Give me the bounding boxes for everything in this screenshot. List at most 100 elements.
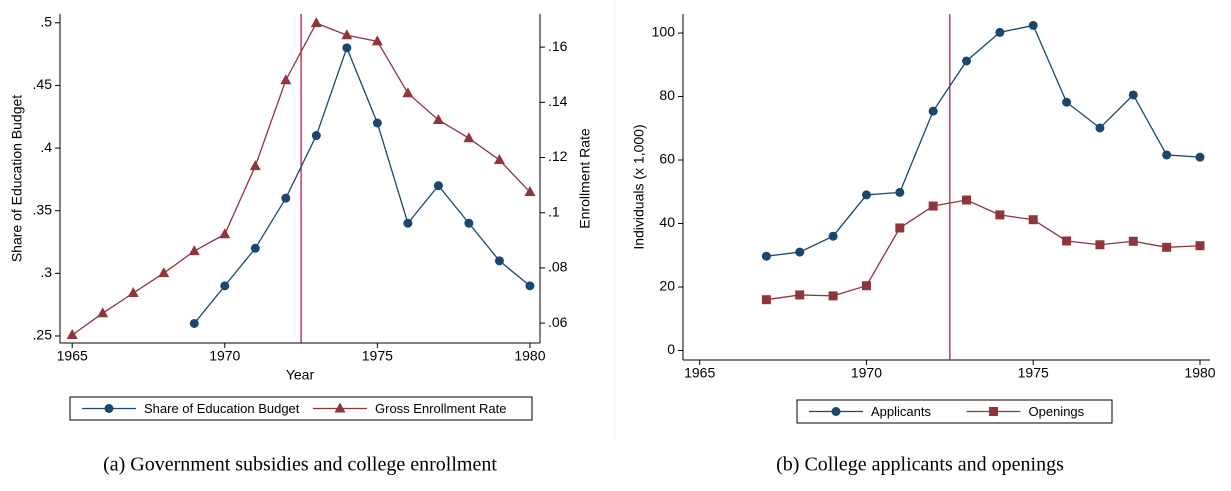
y-tick-label: .5: [40, 13, 52, 29]
legend-box: [796, 399, 1113, 424]
marker: [402, 87, 414, 98]
marker: [1062, 236, 1072, 246]
y-tick-label: 100: [652, 24, 676, 40]
x-tick-label: 1965: [57, 348, 88, 364]
y-tick-label: 40: [659, 214, 675, 230]
legend-label: Share of Education Budget: [144, 401, 300, 416]
marker: [962, 195, 972, 205]
marker: [761, 295, 771, 305]
legend-box: [69, 396, 533, 421]
marker: [220, 281, 230, 291]
y-tick-label: .25: [33, 327, 53, 343]
marker: [1062, 97, 1072, 107]
y2-tick-label: .08: [548, 259, 568, 275]
marker: [1095, 240, 1105, 250]
marker: [1128, 236, 1138, 246]
x-tick-label: 1980: [1184, 365, 1215, 381]
y2-axis-label: Enrollment Rate: [577, 128, 593, 229]
x-tick-label: 1970: [851, 365, 882, 381]
marker: [250, 243, 260, 253]
marker: [1195, 241, 1205, 251]
marker: [895, 187, 905, 197]
marker: [310, 17, 322, 28]
marker: [995, 27, 1005, 37]
legend-marker: [104, 404, 114, 413]
marker: [928, 201, 938, 211]
y-axis-label: Individuals (x 1,000): [631, 124, 647, 249]
y2-tick-label: .12: [548, 148, 568, 164]
marker: [433, 181, 443, 191]
marker: [188, 245, 200, 256]
marker: [281, 193, 291, 203]
series-line: [766, 24, 1201, 257]
y-tick-label: .4: [40, 139, 52, 155]
marker: [1095, 123, 1105, 133]
x-tick-label: 1975: [1018, 365, 1049, 381]
marker: [795, 247, 805, 257]
marker: [432, 113, 444, 124]
y-axis-label: Share of Education Budget: [9, 95, 25, 262]
series-line: [71, 22, 531, 336]
marker: [342, 43, 352, 53]
marker: [861, 281, 871, 291]
marker: [403, 218, 413, 228]
y-tick-label: 20: [659, 278, 675, 294]
marker: [311, 131, 321, 141]
x-tick-label: 1975: [362, 348, 393, 364]
marker: [962, 56, 972, 66]
marker: [66, 328, 78, 339]
marker: [525, 281, 535, 291]
marker: [464, 218, 474, 228]
marker: [249, 160, 261, 171]
y-tick-label: .35: [33, 201, 53, 217]
marker: [494, 256, 504, 266]
marker: [1195, 152, 1205, 162]
marker: [463, 132, 475, 143]
marker: [341, 29, 353, 40]
marker: [127, 287, 139, 298]
marker: [895, 223, 905, 233]
marker: [158, 267, 170, 278]
marker: [189, 318, 199, 328]
x-tick-label: 1970: [209, 348, 240, 364]
marker: [761, 251, 771, 261]
marker: [1028, 215, 1038, 225]
x-tick-label: 1980: [514, 348, 545, 364]
marker: [928, 106, 938, 116]
x-tick-label: 1965: [684, 365, 715, 381]
marker: [97, 307, 109, 318]
marker: [1162, 150, 1172, 160]
marker: [1028, 20, 1038, 30]
x-axis-label: Year: [286, 367, 315, 383]
marker: [219, 228, 231, 239]
marker: [1128, 90, 1138, 100]
marker: [995, 210, 1005, 220]
series-line: [766, 199, 1201, 301]
y-tick-label: 0: [667, 341, 675, 357]
marker: [828, 231, 838, 241]
y-tick-label: 60: [659, 151, 675, 167]
y2-tick-label: .14: [548, 93, 568, 109]
y2-tick-label: .06: [548, 314, 568, 330]
marker: [280, 74, 292, 85]
legend-marker: [334, 402, 346, 413]
marker: [795, 290, 805, 300]
y2-tick-label: .16: [548, 38, 568, 54]
y-tick-label: .45: [33, 76, 53, 92]
marker: [371, 35, 383, 46]
y2-tick-label: .1: [548, 203, 560, 219]
legend-label: Applicants: [871, 404, 931, 419]
series-line: [193, 45, 531, 324]
marker: [524, 186, 536, 197]
marker: [861, 190, 871, 200]
caption: (b) College applicants and openings: [776, 454, 1064, 476]
y-tick-label: 80: [659, 87, 675, 103]
legend-label: Gross Enrollment Rate: [375, 401, 507, 416]
legend-marker: [831, 407, 841, 416]
y-tick-label: .3: [40, 264, 52, 280]
marker: [828, 291, 838, 301]
marker: [372, 118, 382, 128]
legend-marker: [989, 407, 998, 416]
marker: [493, 154, 505, 165]
